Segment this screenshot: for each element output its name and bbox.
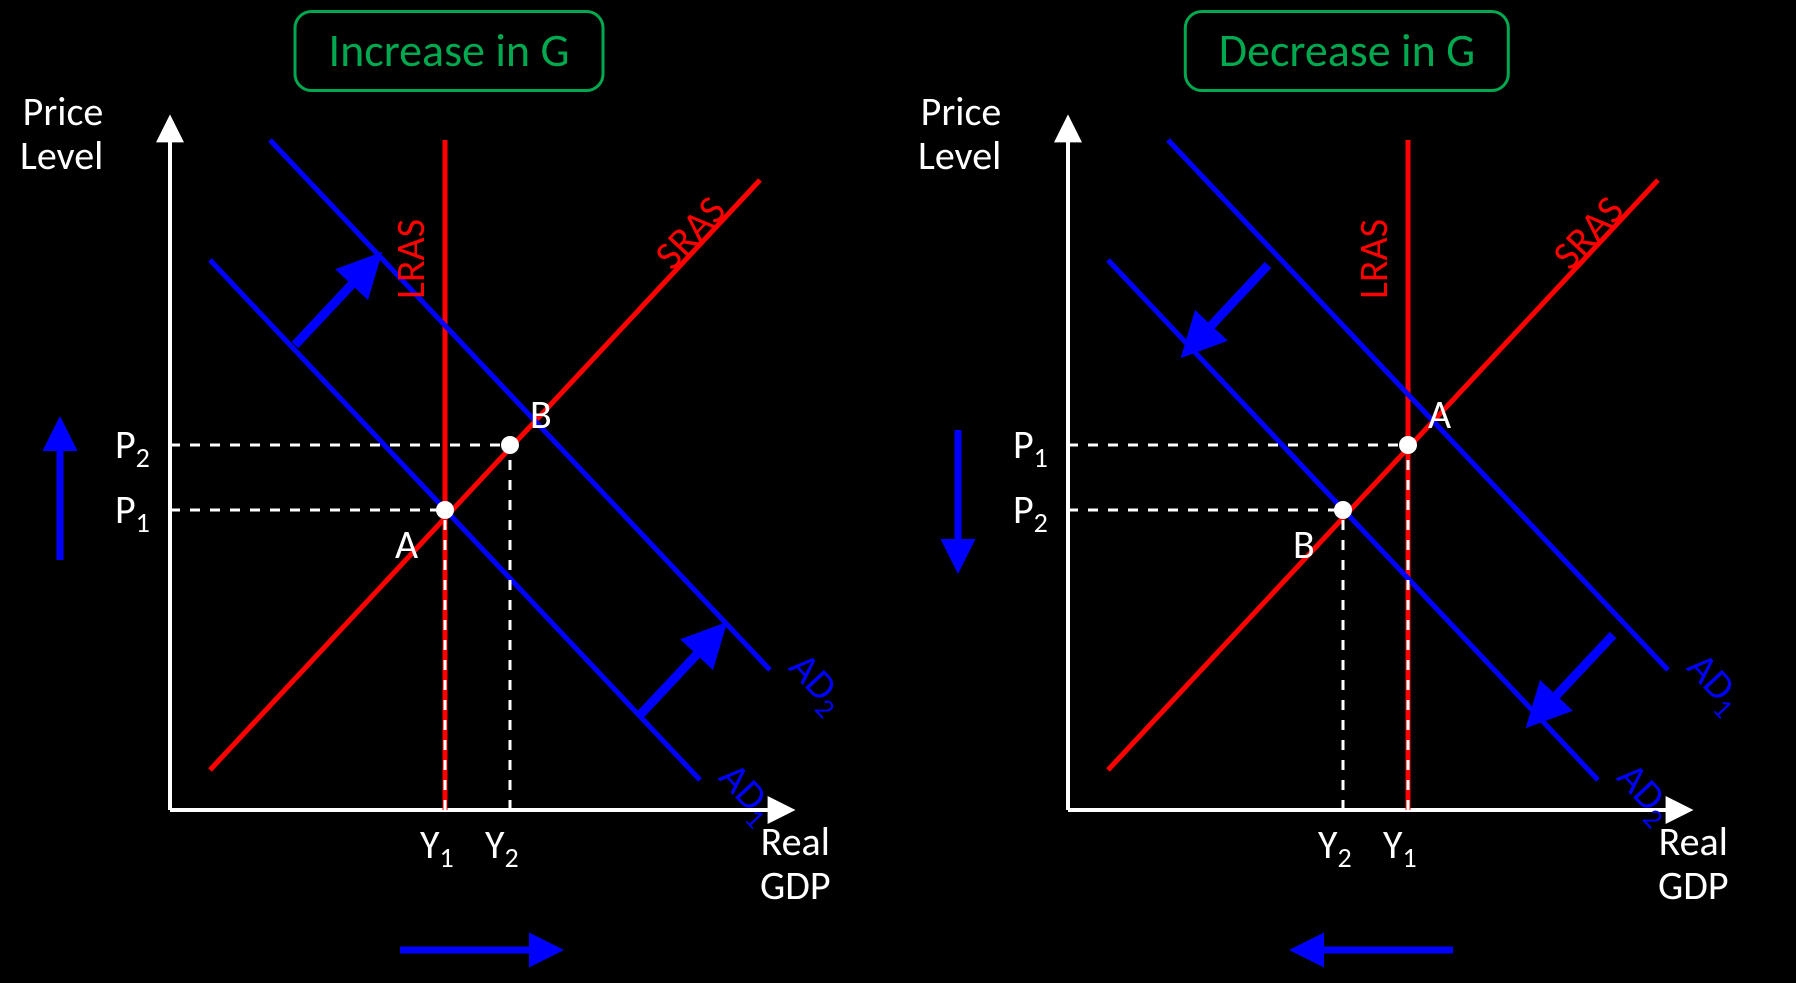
lras-label: LRAS [1349,219,1398,299]
x-axis-label: RealGDP [760,820,831,908]
point-b-label: B [1293,520,1315,569]
shift-arrow-lower [1538,635,1613,715]
point-b [501,436,519,454]
point-a [436,501,454,519]
panel-increase-g: Increase in G [0,0,898,983]
panel-decrease-g: Decrease in G [898,0,1796,983]
shift-arrow-upper [1193,265,1268,345]
p2-label: P2 [1013,485,1048,540]
shift-arrow-upper [295,265,370,345]
point-a [1399,436,1417,454]
p1-label: P1 [115,485,150,540]
point-b-label: B [530,390,552,439]
y1-label: Y1 [420,820,454,875]
p1-label: P1 [1013,420,1048,475]
point-a-label: A [1428,390,1451,439]
diagram-container: Increase in G [0,0,1796,983]
p2-label: P2 [115,420,150,475]
y-axis-label: PriceLevel [20,90,103,178]
y-axis-label: PriceLevel [918,90,1001,178]
x-axis-label: RealGDP [1658,820,1729,908]
lras-label: LRAS [386,219,435,299]
point-a-label: A [395,520,418,569]
y2-label: Y2 [1318,820,1352,875]
y1-label: Y1 [1383,820,1417,875]
point-b [1334,501,1352,519]
y2-label: Y2 [485,820,519,875]
shift-arrow-lower [640,635,715,715]
